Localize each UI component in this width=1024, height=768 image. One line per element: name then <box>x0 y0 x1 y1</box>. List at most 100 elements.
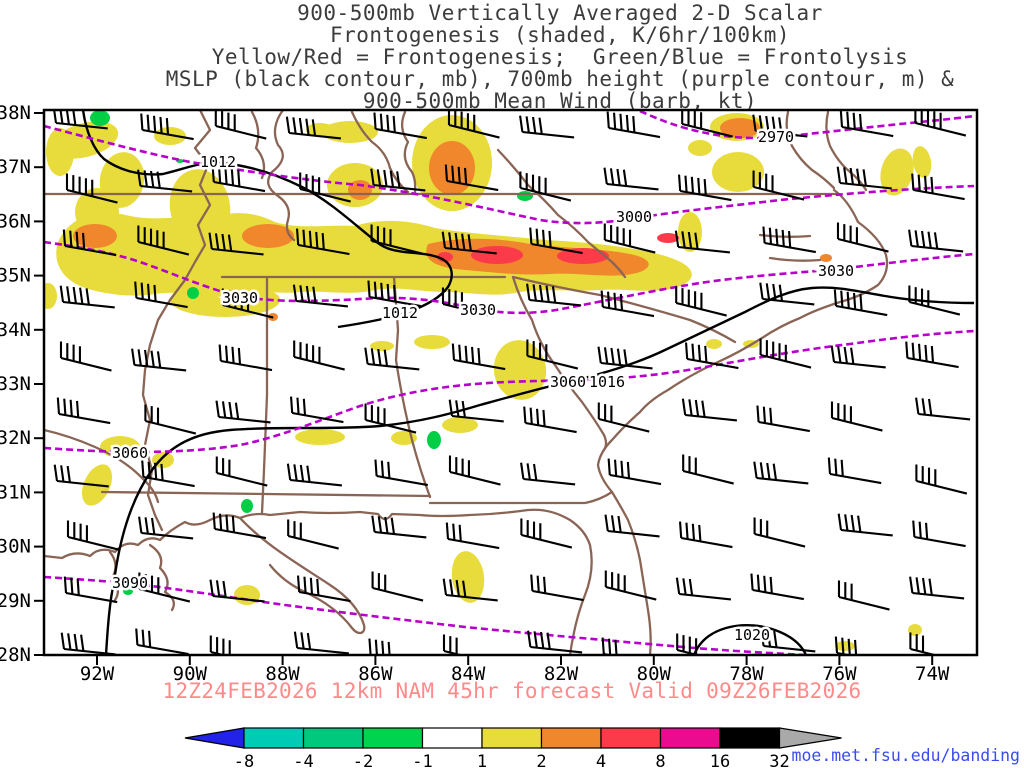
wind-barb <box>518 116 575 138</box>
colorbar-segment <box>244 728 304 748</box>
wind-barb <box>528 575 586 600</box>
wind-barb <box>837 514 894 536</box>
lat-tick-label: 35N <box>0 265 31 287</box>
colorbar-tick-label: 1 <box>477 752 487 768</box>
lat-tick-label: 28N <box>0 644 31 666</box>
wind-barb <box>288 397 346 422</box>
colorbar-segment <box>720 728 780 748</box>
wind-barb <box>672 287 730 316</box>
wind-barb <box>751 518 809 547</box>
colorbar-tick-label: 4 <box>596 752 606 768</box>
wind-barb <box>371 516 428 538</box>
wind-barb <box>57 342 115 371</box>
wind-barb <box>677 522 735 547</box>
wind-barb <box>211 513 269 538</box>
colorbar-left-arrow <box>185 728 244 748</box>
colorbar-tick-label: 8 <box>655 752 665 768</box>
lat-tick-label: 30N <box>0 536 31 558</box>
wind-barb <box>908 577 965 599</box>
colorbar-right-arrow <box>780 728 842 748</box>
mslp-contour-label: 1016 <box>589 373 625 391</box>
wind-barb <box>138 114 196 139</box>
wind-barb <box>207 636 265 665</box>
colorbar-tick-label: -1 <box>412 752 432 768</box>
lat-tick-label: 31N <box>0 481 31 503</box>
wind-barb <box>130 349 187 371</box>
colorbar-tick-label: 32 <box>769 752 789 768</box>
wind-barb <box>830 346 887 368</box>
wind-barb <box>603 168 660 190</box>
mslp-contour-label: 1012 <box>382 304 418 322</box>
forecast-map: 1012101210161020297030003030303030303060… <box>0 0 1024 768</box>
wind-barb <box>286 464 343 486</box>
wind-barb <box>362 404 420 433</box>
colorbar-segment <box>542 728 602 748</box>
wind-barb <box>679 455 737 484</box>
forecast-caption: 12Z24FEB2026 12km NAM 45hr forecast Vali… <box>0 679 1024 703</box>
wind-barb <box>907 633 965 662</box>
wind-barb <box>446 456 504 485</box>
wind-barb <box>605 112 663 137</box>
wind-barb <box>838 111 896 136</box>
wind-barb <box>369 572 427 601</box>
wind-barb <box>137 517 194 539</box>
latitude-axis: 38N37N36N35N34N33N32N31N30N29N28N <box>0 102 44 666</box>
wind-barb <box>215 401 272 423</box>
wind-barb <box>674 231 731 253</box>
weather-map-page: 900-500mb Vertically Averaged 2-D Scalar… <box>0 0 1024 768</box>
wind-barb <box>521 407 579 432</box>
wind-barb <box>835 581 893 610</box>
colorbar-tick-label: 2 <box>536 752 546 768</box>
wind-barb <box>761 227 819 252</box>
colorbar-segment <box>304 728 364 748</box>
wind-barb <box>212 110 270 139</box>
height-contour-label: 3030 <box>222 289 258 307</box>
source-link[interactable]: moe.met.fsu.edu/banding <box>792 746 1020 765</box>
colorbar-segment <box>482 728 542 748</box>
wind-barb <box>604 515 661 537</box>
colorbar-segment <box>601 728 661 748</box>
wind-barb <box>755 406 813 431</box>
wind-barb <box>290 341 348 370</box>
wind-barb <box>903 342 961 367</box>
height-contour-label: 2970 <box>758 128 794 146</box>
height-contour-label: 3090 <box>112 574 148 592</box>
colorbar-tick-label: 16 <box>710 752 730 768</box>
wind-barb <box>828 402 886 431</box>
wind-barb <box>64 521 122 550</box>
wind-barb <box>753 462 810 484</box>
wind-barb <box>526 631 583 653</box>
wind-barb <box>293 632 350 654</box>
lat-tick-label: 32N <box>0 427 31 449</box>
mslp-contour-label: 1012 <box>200 153 236 171</box>
wind-barb <box>60 633 117 655</box>
height-contour-label: 3060 <box>550 373 586 391</box>
lat-tick-label: 37N <box>0 156 31 178</box>
lat-tick-label: 38N <box>0 102 31 124</box>
wind-barb <box>681 399 738 421</box>
wind-barb <box>602 571 660 600</box>
height-contour-label: 3030 <box>818 262 854 280</box>
wind-barb <box>440 635 498 664</box>
wind-barb <box>364 348 421 370</box>
height-contour-label: 3030 <box>460 301 496 319</box>
lat-tick-label: 34N <box>0 319 31 341</box>
colorbar-segment <box>661 728 721 748</box>
frontogenesis-shading <box>39 110 934 651</box>
height-contour-label: 3060 <box>112 444 148 462</box>
wind-barb <box>675 578 732 600</box>
wind-barb <box>757 339 815 368</box>
lat-tick-label: 29N <box>0 590 31 612</box>
colorbar-segment <box>423 728 483 748</box>
wind-barb <box>606 459 664 484</box>
wind-barb <box>133 629 191 654</box>
wind-barb <box>907 230 964 252</box>
wind-barb <box>55 398 113 423</box>
wind-barb <box>826 458 884 483</box>
lat-tick-label: 33N <box>0 373 31 395</box>
wind-barb <box>913 465 971 494</box>
colorbar-tick-label: -4 <box>293 752 313 768</box>
mslp-contour-label: 1020 <box>734 626 770 644</box>
wind-barb <box>749 574 807 599</box>
wind-barb <box>914 398 971 420</box>
